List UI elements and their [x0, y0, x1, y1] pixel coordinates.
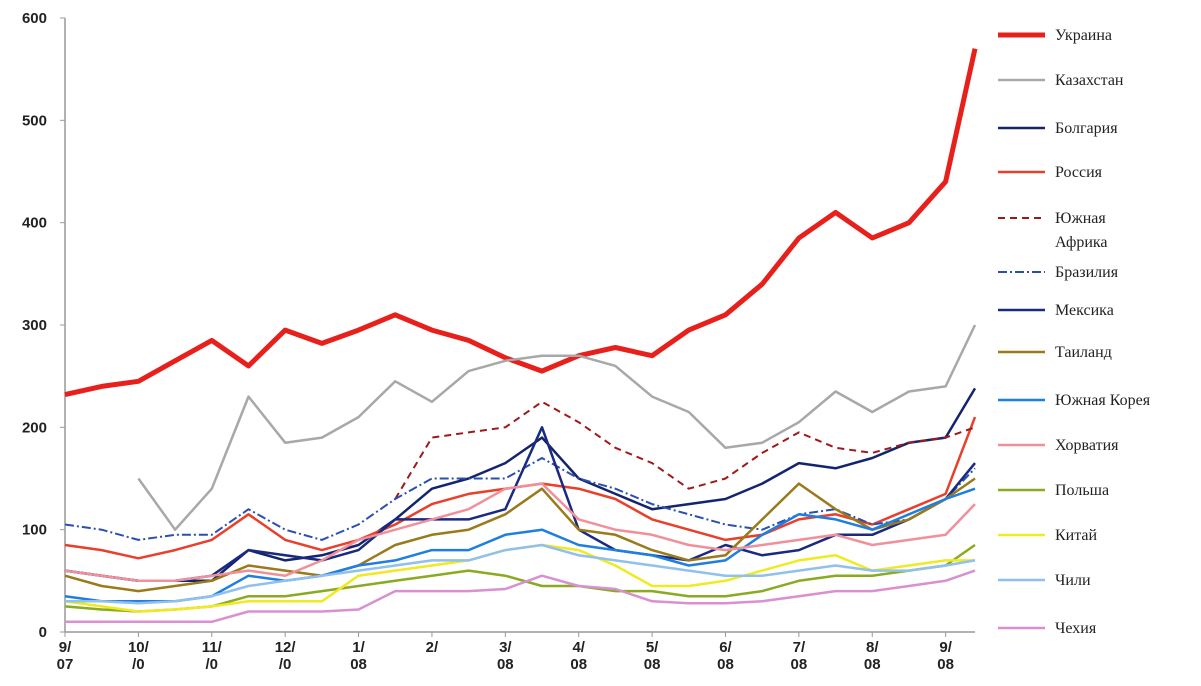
x-tick-label: 2/ [426, 639, 439, 656]
x-tick-label: 8/08 [864, 639, 881, 673]
series-line [137, 324, 977, 531]
y-tick-label: 200 [22, 419, 47, 436]
legend-label: Чили [1055, 572, 1091, 589]
y-tick-label: 600 [22, 10, 47, 27]
x-tick-label: 10//0 [128, 639, 150, 673]
series-line [64, 387, 977, 583]
x-tick-label: 3/08 [497, 639, 514, 673]
x-tick-label: 4/08 [570, 639, 587, 673]
legend-label: Мексика [1055, 302, 1114, 319]
series-line [64, 426, 976, 583]
legend-label: Болгария [1055, 120, 1118, 137]
x-tick-label: 1/08 [350, 639, 367, 673]
x-tick-label: 12//0 [275, 639, 297, 673]
legend-label: Казахстан [1055, 72, 1124, 89]
legend-label: Китай [1055, 527, 1098, 544]
y-tick-label: 400 [22, 215, 47, 232]
x-tick-label: 9/08 [937, 639, 954, 673]
series-line [65, 569, 976, 624]
series-line [64, 482, 976, 583]
x-tick-label: 7/08 [791, 639, 808, 673]
y-tick-label: 300 [22, 317, 47, 334]
y-tick-label: 0 [39, 624, 47, 641]
series-line [394, 400, 976, 500]
legend-label: Польша [1055, 482, 1109, 499]
legend-label: Бразилия [1055, 264, 1119, 281]
series-line [64, 487, 976, 603]
legend-label: Россия [1055, 164, 1103, 181]
series-line [65, 543, 976, 605]
series-line [64, 48, 978, 398]
legend-label: Чехия [1055, 620, 1097, 637]
x-tick-label: 9/07 [57, 639, 74, 673]
x-tick-label: 6/08 [717, 639, 734, 673]
y-tick-label: 100 [22, 522, 47, 539]
x-tick-label: 11//0 [202, 639, 223, 673]
legend-label: Хорватия [1055, 437, 1119, 454]
y-tick-label: 500 [22, 112, 47, 129]
x-tick-label: 5/08 [644, 639, 661, 673]
legend-label: Украина [1055, 27, 1112, 44]
legend-label: Южная Африка [1055, 210, 1108, 251]
series-line [64, 477, 976, 593]
legend-label: Таиланд [1055, 344, 1112, 361]
legend-label: Южная Корея [1055, 392, 1151, 409]
